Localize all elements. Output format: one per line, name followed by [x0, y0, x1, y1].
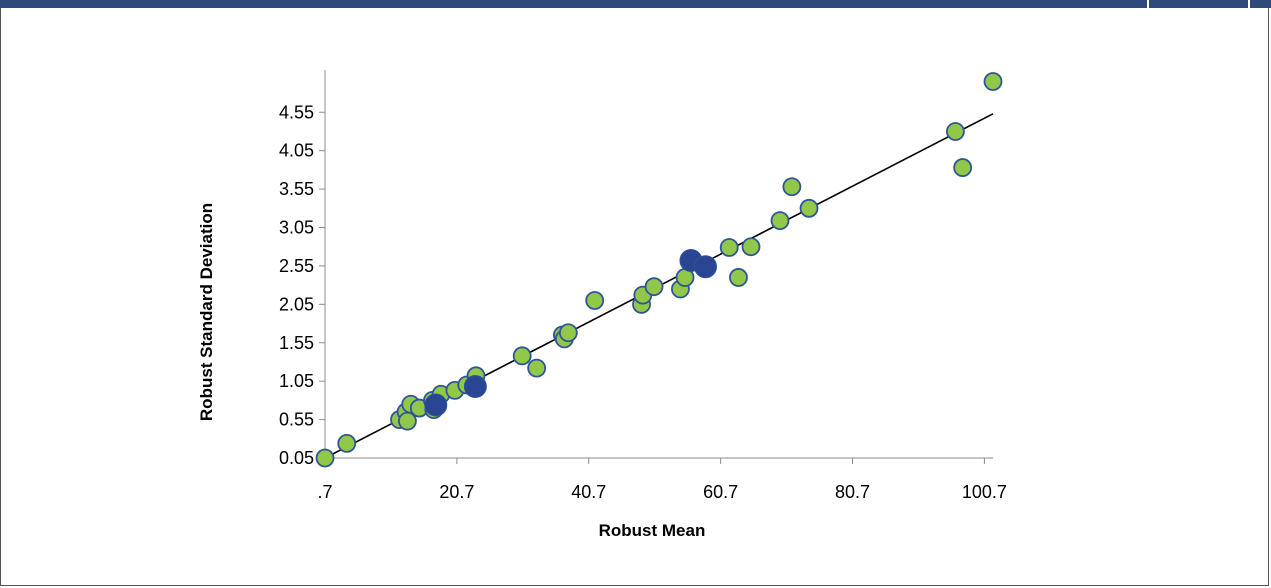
x-tick-label: 60.7: [703, 482, 738, 502]
data-point: [512, 346, 532, 366]
data-point: [644, 277, 664, 297]
x-tick-label: 80.7: [835, 482, 870, 502]
y-tick-label: 4.55: [279, 102, 314, 122]
x-tick-label: .7: [317, 482, 332, 502]
y-tick-label: 2.55: [279, 256, 314, 276]
x-tick-label: 100.7: [962, 482, 1007, 502]
y-tick-label: 0.55: [279, 410, 314, 430]
data-point: [729, 268, 748, 287]
y-tick-label: 2.05: [279, 294, 314, 314]
data-point: [337, 434, 357, 453]
data-point: [558, 323, 578, 343]
x-axis-title: Robust Mean: [599, 521, 706, 540]
data-point: [953, 158, 973, 177]
header-bar: [0, 0, 1271, 8]
y-tick-label: 4.05: [279, 141, 314, 161]
data-point: [782, 177, 802, 197]
x-tick-label: 20.7: [439, 482, 474, 502]
y-tick-label: 3.55: [279, 179, 314, 199]
highlighted-data-point: [463, 375, 487, 399]
y-axis-title: Robust Standard Deviation: [197, 203, 216, 421]
data-point: [315, 448, 335, 468]
tick-labels: .7 20.7 40.7 60.7 80.7 100.7 0.05 0.55 1.05 1.55 2…: [279, 102, 1007, 502]
y-tick-label: 1.55: [279, 333, 314, 353]
highlighted-data-point: [424, 393, 448, 417]
x-tick-label: 40.7: [571, 482, 606, 502]
y-tick-label: 3.05: [279, 218, 314, 238]
data-point: [983, 72, 1003, 91]
y-tick-label: 0.05: [279, 448, 314, 468]
chart-frame: [0, 8, 1269, 586]
axes: [319, 70, 993, 464]
highlighted-data-point: [693, 255, 717, 279]
data-point: [770, 211, 790, 230]
data-point: [799, 198, 819, 218]
y-tick-label: 1.05: [279, 371, 314, 391]
data-point: [719, 238, 739, 257]
data-point: [741, 237, 761, 257]
data-points: [315, 72, 1003, 468]
data-point: [527, 358, 547, 378]
data-point: [585, 291, 605, 310]
data-point: [946, 122, 965, 141]
